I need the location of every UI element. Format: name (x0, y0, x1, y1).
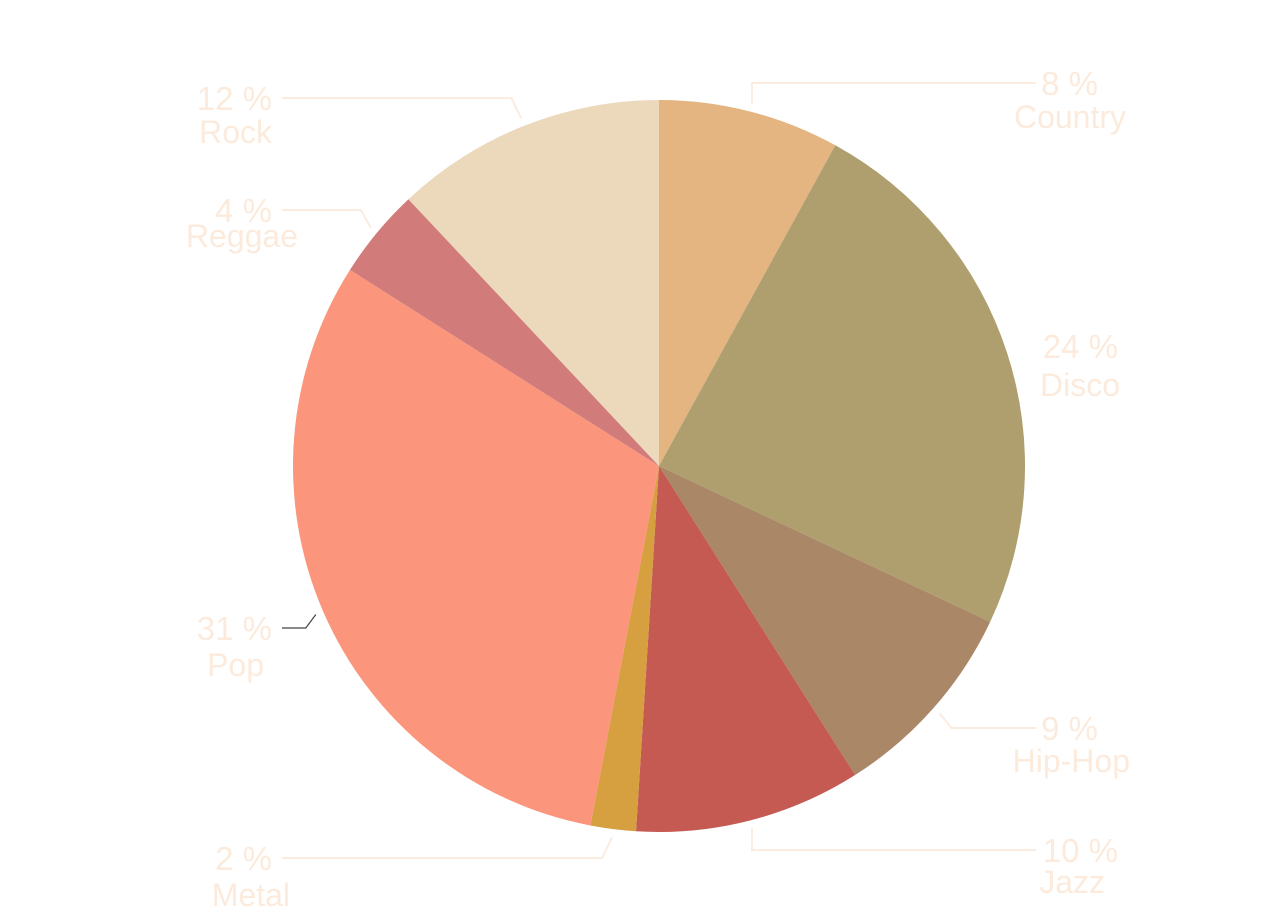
leader-line-hiphop (938, 712, 1036, 729)
pie-slice-rock (408, 100, 659, 466)
pie-slices (293, 100, 1026, 833)
slice-label-metal-name: Metal (212, 877, 290, 913)
pie-slice-metal (590, 466, 659, 832)
pie-slice-disco (659, 145, 1026, 622)
slice-label-reggae-name: Reggae (186, 218, 298, 254)
pie-slice-reggae (349, 199, 659, 466)
leader-lines (282, 82, 1036, 859)
slice-label-pop-percent: 31 % (197, 610, 272, 647)
pie-slice-jazz (636, 466, 856, 833)
leader-line-metal (282, 836, 614, 859)
slice-label-country-name: Country (1014, 99, 1126, 135)
slice-label-reggae-percent: 4 % (215, 192, 272, 229)
slice-label-pop-name: Pop (207, 647, 264, 683)
leader-line-reggae (282, 209, 372, 229)
leader-line-jazz (751, 828, 1036, 851)
slice-label-rock-percent: 12 % (197, 80, 272, 117)
slice-label-jazz-percent: 10 % (1043, 832, 1118, 869)
leader-line-rock (282, 97, 523, 119)
pie-slice-country (659, 100, 836, 466)
leader-line-pop (282, 614, 317, 629)
pie-slice-pop (293, 269, 659, 826)
slice-label-hiphop-name: Hip-Hop (1013, 743, 1130, 779)
leader-line-country (751, 82, 1036, 104)
slice-label-metal-percent: 2 % (215, 840, 272, 877)
slice-label-jazz-name: Jazz (1039, 864, 1105, 900)
slice-label-rock-name: Rock (199, 114, 273, 150)
slice-label-country-percent: 8 % (1041, 65, 1098, 102)
slice-label-disco-name: Disco (1040, 367, 1120, 403)
slice-label-hiphop-percent: 9 % (1041, 710, 1098, 747)
slice-label-disco-percent: 24 % (1043, 328, 1118, 365)
pie-slice-hiphop (659, 466, 991, 776)
